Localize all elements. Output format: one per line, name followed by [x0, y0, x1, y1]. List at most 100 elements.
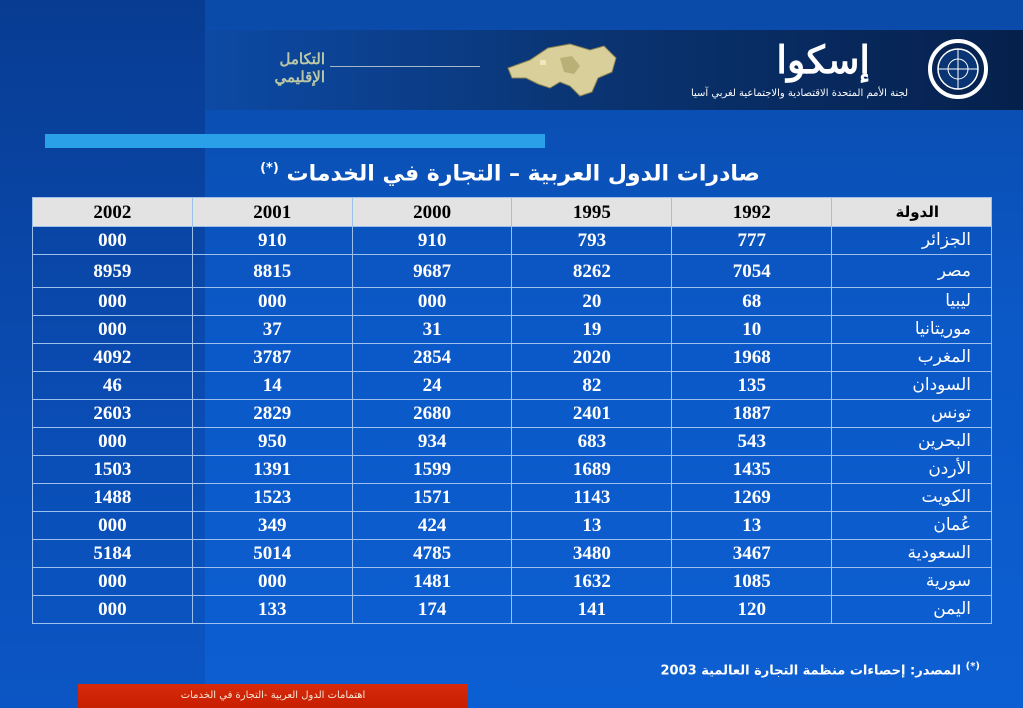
value-1995: 1143	[511, 483, 673, 512]
value-2000: 2680	[351, 399, 513, 428]
value-2001: 5014	[191, 539, 353, 568]
value-2001: 910	[191, 226, 353, 255]
value-1995: 141	[511, 595, 673, 624]
value-2000: 2854	[351, 343, 513, 372]
title-footnote-mark: (*)	[260, 161, 279, 176]
value-2002: 5184	[32, 539, 193, 568]
table-row: 000 910 910 793 777 الجزائر	[32, 226, 992, 255]
table-row: 000 950 934 683 543 البحرين	[32, 427, 992, 456]
value-2000: 4785	[351, 539, 513, 568]
value-2001: 37	[191, 315, 353, 344]
value-2002: 46	[32, 371, 193, 400]
value-2002: 000	[32, 511, 193, 540]
country-name: موريتانيا	[831, 315, 992, 344]
country-name: مصر	[831, 254, 992, 288]
value-2001: 133	[191, 595, 353, 624]
value-1995: 2401	[511, 399, 673, 428]
title-text: صادرات الدول العربية – التجارة في الخدما…	[286, 161, 760, 187]
accent-bar	[45, 134, 545, 148]
org-name: إسكوا	[776, 37, 870, 82]
value-1995: 3480	[511, 539, 673, 568]
table-row: 46 14 24 82 135 السودان	[32, 371, 992, 400]
value-1992: 1269	[671, 483, 833, 512]
value-1995: 2020	[511, 343, 673, 372]
value-1992: 1968	[671, 343, 833, 372]
value-1992: 1887	[671, 399, 833, 428]
table-row: 5184 5014 4785 3480 3467 السعودية	[32, 539, 992, 568]
value-2000: 424	[351, 511, 513, 540]
header-band	[205, 30, 1023, 110]
value-2001: 3787	[191, 343, 353, 372]
country-name: الكويت	[831, 483, 992, 512]
value-2001: 000	[191, 287, 353, 316]
value-2002: 000	[32, 287, 193, 316]
value-2001: 950	[191, 427, 353, 456]
value-1992: 135	[671, 371, 833, 400]
value-2002: 4092	[32, 343, 193, 372]
value-2000: 174	[351, 595, 513, 624]
country-name: البحرين	[831, 427, 992, 456]
table-row: 000 37 31 19 10 موريتانيا	[32, 315, 992, 344]
value-2002: 000	[32, 567, 193, 596]
table-row: 000 349 424 13 13 عُمان	[32, 511, 992, 540]
value-2000: 1481	[351, 567, 513, 596]
value-2002: 000	[32, 226, 193, 255]
value-1992: 13	[671, 511, 833, 540]
value-1995: 683	[511, 427, 673, 456]
source-mark: (*)	[965, 661, 980, 672]
table-row: 8959 8815 9687 8262 7054 مصر	[32, 254, 992, 288]
arab-region-map-icon	[507, 43, 617, 97]
value-1995: 793	[511, 226, 673, 255]
logo-divider	[330, 66, 480, 67]
value-2001: 000	[191, 567, 353, 596]
col-1992-header: 1992	[671, 197, 833, 227]
value-1995: 19	[511, 315, 673, 344]
value-2002: 8959	[32, 254, 193, 288]
country-name: سورية	[831, 567, 992, 596]
source-text: المصدر: إحصاءات منظمة التجارة العالمية 2…	[660, 663, 962, 679]
col-2002-header: 2002	[32, 197, 193, 227]
value-1992: 3467	[671, 539, 833, 568]
country-name: ليبيا	[831, 287, 992, 316]
country-name: السودان	[831, 371, 992, 400]
value-2001: 1523	[191, 483, 353, 512]
col-2001-header: 2001	[191, 197, 353, 227]
value-1995: 13	[511, 511, 673, 540]
logo-text-line2: الإقليمي	[274, 68, 325, 86]
value-2000: 934	[351, 427, 513, 456]
value-1992: 7054	[671, 254, 833, 288]
value-1995: 1689	[511, 455, 673, 484]
country-name: السعودية	[831, 539, 992, 568]
country-name: المغرب	[831, 343, 992, 372]
value-2002: 1503	[32, 455, 193, 484]
value-2001: 14	[191, 371, 353, 400]
value-1995: 82	[511, 371, 673, 400]
value-1995: 8262	[511, 254, 673, 288]
value-2000: 910	[351, 226, 513, 255]
col-country-header: الدولة	[831, 197, 992, 227]
table-body: 000 910 910 793 777 الجزائر 8959 8815 9687 8262 70…	[32, 226, 992, 624]
value-2001: 349	[191, 511, 353, 540]
value-1992: 120	[671, 595, 833, 624]
table-row: 1488 1523 1571 1143 1269 الكويت	[32, 483, 992, 512]
value-2000: 31	[351, 315, 513, 344]
footer-text: اهتمامات الدول العربية -التجارة في الخدم…	[180, 690, 366, 701]
value-1992: 1085	[671, 567, 833, 596]
footer-bar: اهتمامات الدول العربية -التجارة في الخدم…	[78, 684, 468, 708]
value-1995: 20	[511, 287, 673, 316]
country-name: اليمن	[831, 595, 992, 624]
value-2002: 000	[32, 315, 193, 344]
value-1992: 543	[671, 427, 833, 456]
country-name: الجزائر	[831, 226, 992, 255]
table-row: 2603 2829 2680 2401 1887 تونس	[32, 399, 992, 428]
value-2000: 000	[351, 287, 513, 316]
col-2000-header: 2000	[351, 197, 513, 227]
logo-text-line1: التكامل	[279, 50, 325, 68]
regional-integration-logo: التكامل الإقليمي	[235, 50, 325, 95]
org-subtitle: لجنة الأمم المتحدة الاقتصادية والاجتماعي…	[690, 88, 908, 99]
value-2002: 000	[32, 427, 193, 456]
table-row: 1503 1391 1599 1689 1435 الأردن	[32, 455, 992, 484]
source-note: (*) المصدر: إحصاءات منظمة التجارة العالم…	[600, 657, 980, 679]
country-name: الأردن	[831, 455, 992, 484]
value-1992: 777	[671, 226, 833, 255]
